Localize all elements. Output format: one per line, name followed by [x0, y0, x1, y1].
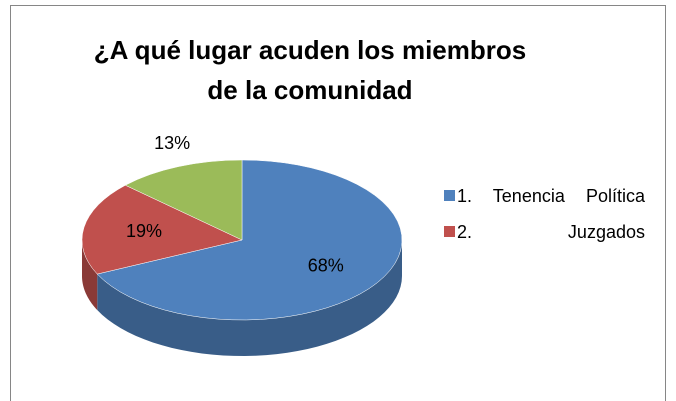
- data-label: 19%: [126, 221, 162, 241]
- slice-side: [97, 240, 403, 356]
- slice: [124, 159, 243, 241]
- data-label: 68%: [308, 255, 344, 275]
- slice: [81, 184, 243, 275]
- chart-border: [10, 5, 666, 401]
- legend-swatch: [444, 226, 455, 237]
- data-label: 13%: [154, 133, 190, 153]
- slice: [96, 159, 403, 321]
- chart-title: ¿A qué lugar acuden los miembros de la c…: [93, 35, 527, 105]
- legend-label: 1. Tenencia Política: [457, 186, 645, 206]
- legend-swatch: [444, 190, 455, 201]
- legend-label: 2. Juzgados: [457, 222, 645, 242]
